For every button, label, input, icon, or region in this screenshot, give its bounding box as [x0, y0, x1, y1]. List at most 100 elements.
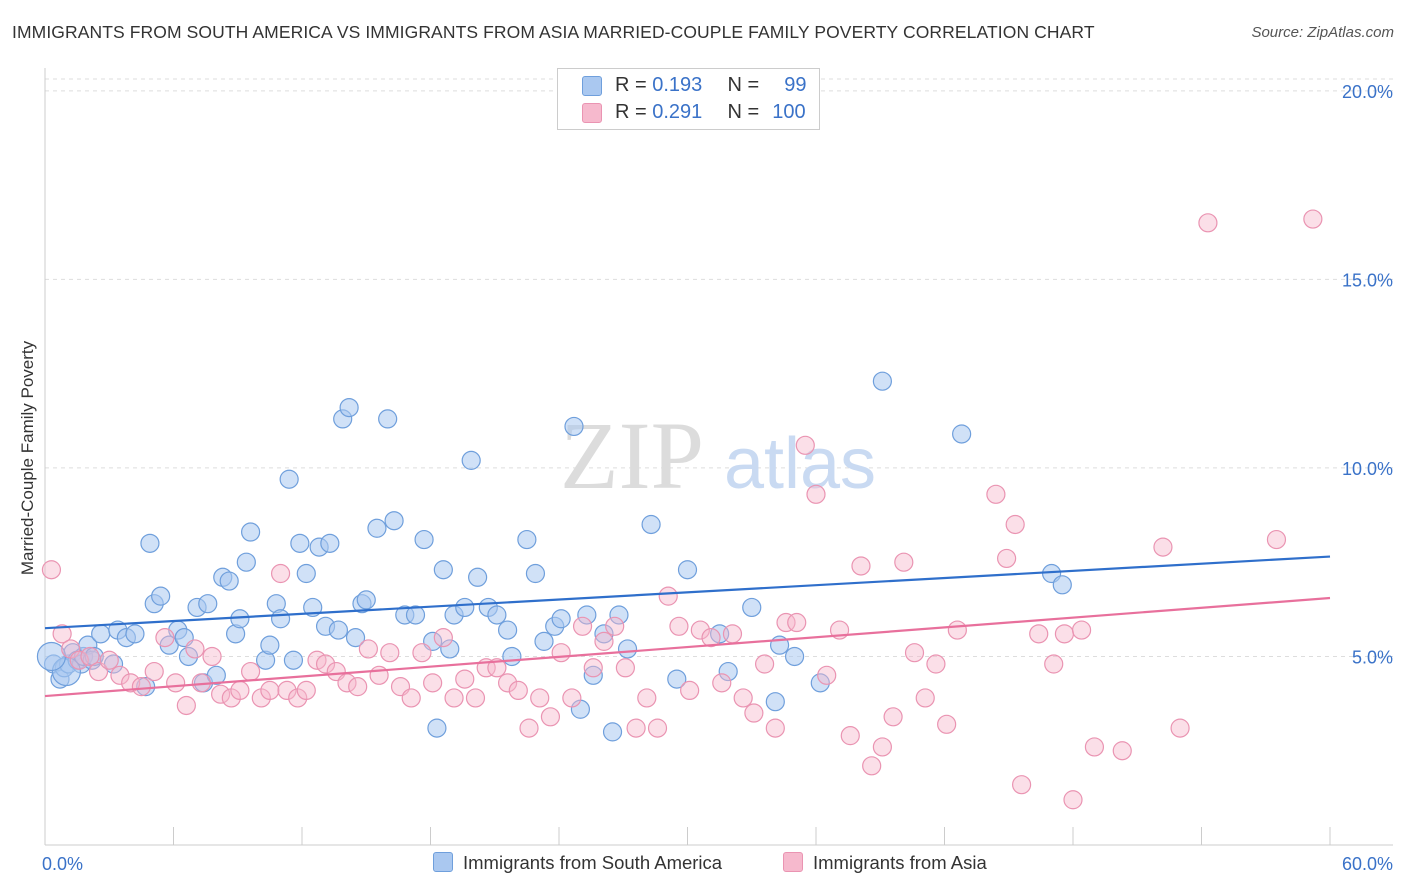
data-point-south-america [367, 518, 387, 538]
data-point-asia [1266, 529, 1287, 550]
data-point-south-america [487, 605, 507, 625]
data-point-south-america [125, 624, 145, 644]
legend-swatch-south-america [582, 76, 602, 96]
data-point-south-america [602, 722, 623, 742]
data-point-asia [1153, 537, 1173, 557]
data-point-asia [1044, 654, 1064, 674]
chart-title: IMMIGRANTS FROM SOUTH AMERICA VS IMMIGRA… [12, 22, 1095, 42]
data-point-asia [806, 484, 826, 504]
data-point-south-america [517, 529, 537, 550]
trend-lines [44, 555, 1331, 698]
bottom-legend-label-south-america: Immigrants from South America [463, 852, 723, 873]
data-point-south-america [551, 609, 571, 629]
data-point-south-america [525, 563, 546, 584]
data-point-asia [1071, 620, 1092, 640]
trend-line-south-america [44, 555, 1331, 630]
watermark-atlas: atlas [724, 424, 876, 504]
y-tick-label: 5.0% [1352, 647, 1393, 667]
data-point-asia [176, 695, 196, 716]
data-point-asia [230, 680, 250, 701]
data-point-south-america [583, 665, 603, 685]
data-point-south-america [872, 371, 892, 391]
data-point-south-america [952, 424, 972, 444]
data-point-asia [1011, 775, 1032, 795]
data-point-south-america [810, 673, 830, 693]
y-tick-label: 15.0% [1342, 270, 1393, 290]
data-point-asia [615, 658, 635, 678]
data-point-asia [131, 677, 151, 697]
y-axis-label: Married-Couple Family Poverty [18, 340, 37, 576]
data-point-asia [540, 707, 561, 727]
data-point-asia [701, 628, 721, 648]
data-point-asia [851, 556, 871, 576]
data-point-south-america [339, 397, 359, 418]
data-point-south-america [279, 469, 299, 489]
data-point-asia [904, 643, 925, 663]
data-point-asia [1170, 718, 1190, 738]
legend-n-value: 100 [772, 101, 806, 123]
data-point-asia [270, 563, 291, 584]
data-point-asia [637, 688, 657, 708]
data-point-south-america [617, 639, 638, 659]
data-point-asia [817, 665, 837, 685]
x-tick-label: 0.0% [42, 854, 83, 874]
data-point-asia [455, 669, 475, 689]
data-point-asia [733, 688, 753, 708]
data-point-asia [915, 688, 935, 708]
bottom-legend-label-asia: Immigrants from Asia [813, 852, 987, 873]
tick-labels: 5.0% 10.0% 15.0% 20.0% 0.0% 60.0% [42, 82, 1393, 874]
data-point-asia [722, 624, 743, 644]
data-point-asia [121, 673, 141, 693]
data-point-asia [296, 680, 316, 701]
trend-line-asia [44, 596, 1331, 698]
correlation-legend: R = 0.193 N = 99 R = 0.291 N = 100 [557, 68, 820, 130]
data-point-asia [69, 650, 89, 670]
data-point-asia [110, 665, 130, 685]
data-point-south-america [290, 533, 310, 553]
data-point-south-america [405, 605, 426, 625]
data-point-asia [712, 673, 732, 693]
data-point-south-america [564, 416, 584, 437]
data-point-asia [155, 628, 175, 648]
data-point-south-america [236, 552, 256, 572]
data-point-south-america [241, 522, 261, 542]
x-tick-label: 60.0% [1342, 854, 1393, 874]
data-point-south-america [718, 661, 738, 682]
data-point-asia [52, 624, 72, 644]
legend-r-value: 0.193 [652, 74, 703, 96]
data-point-south-america [260, 635, 280, 655]
data-point-asia [776, 612, 796, 633]
data-point-asia [80, 646, 100, 667]
data-point-south-america [198, 594, 218, 614]
legend-n-value: 99 [784, 74, 807, 96]
data-point-south-america [151, 586, 171, 606]
data-point-south-america [296, 563, 316, 584]
data-point-asia [1029, 624, 1049, 644]
data-point-south-america [461, 450, 481, 470]
data-point-asia [754, 654, 775, 674]
data-point-asia [1198, 213, 1218, 233]
data-point-south-america [1052, 575, 1072, 595]
data-point-asia [166, 673, 186, 693]
data-point-south-america [667, 669, 687, 689]
data-point-asia [1005, 514, 1025, 535]
data-point-asia [680, 680, 700, 701]
data-point-south-america [320, 533, 340, 553]
data-point-asia [626, 718, 646, 738]
bottom-legend-south-america: Immigrants from South America [433, 852, 722, 874]
data-point-south-america [384, 511, 404, 531]
data-point-asia [605, 616, 625, 636]
data-point-south-america [328, 620, 349, 640]
data-point-asia [787, 612, 807, 633]
data-point-south-america [345, 628, 366, 648]
data-point-asia [241, 661, 261, 682]
data-point-asia [498, 673, 518, 693]
legend-r-value: 0.291 [652, 101, 703, 123]
data-point-asia [433, 628, 453, 648]
data-point-asia [315, 654, 336, 674]
data-point-asia [894, 552, 914, 572]
y-tick-label: 10.0% [1342, 459, 1393, 479]
data-point-asia [562, 688, 582, 708]
data-point-south-america [91, 624, 111, 644]
